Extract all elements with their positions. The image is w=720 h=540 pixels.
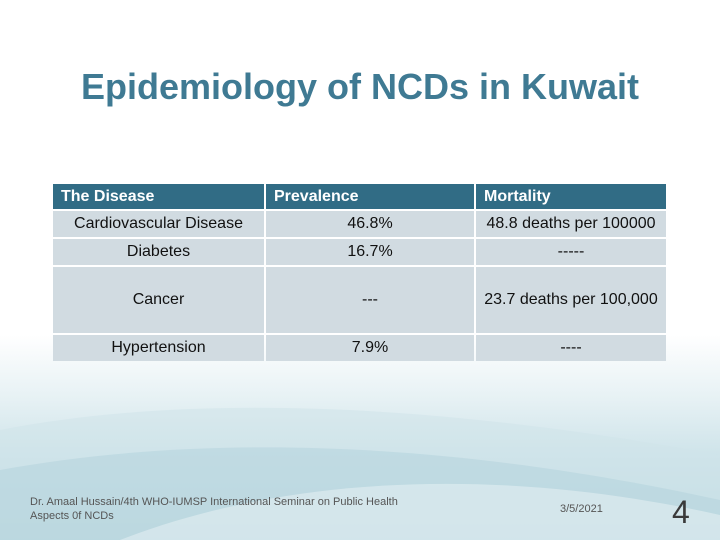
cell-disease: Hypertension	[53, 335, 264, 361]
cell-mortality: -----	[476, 239, 666, 265]
ncd-table: The Disease Prevalence Mortality Cardiov…	[51, 182, 668, 363]
footer-credit: Dr. Amaal Hussain/4th WHO-IUMSP Internat…	[30, 496, 398, 522]
slide-title: Epidemiology of NCDs in Kuwait	[80, 66, 640, 107]
cell-disease: Cardiovascular Disease	[53, 211, 264, 237]
table-header-row: The Disease Prevalence Mortality	[53, 184, 666, 209]
header-disease: The Disease	[53, 184, 264, 209]
cell-prevalence: 7.9%	[266, 335, 474, 361]
page-number: 4	[672, 494, 690, 530]
table-row: Hypertension 7.9% ----	[53, 335, 666, 361]
cell-prevalence: 46.8%	[266, 211, 474, 237]
footer-date: 3/5/2021	[560, 503, 603, 515]
cell-prevalence: 16.7%	[266, 239, 474, 265]
header-prevalence: Prevalence	[266, 184, 474, 209]
table-row: Cancer --- 23.7 deaths per 100,000	[53, 267, 666, 333]
cell-mortality: 23.7 deaths per 100,000	[476, 267, 666, 333]
cell-mortality: 48.8 deaths per 100000	[476, 211, 666, 237]
cell-disease: Diabetes	[53, 239, 264, 265]
table-row: Cardiovascular Disease 46.8% 48.8 deaths…	[53, 211, 666, 237]
cell-disease: Cancer	[53, 267, 264, 333]
cell-mortality: ----	[476, 335, 666, 361]
table-row: Diabetes 16.7% -----	[53, 239, 666, 265]
header-mortality: Mortality	[476, 184, 666, 209]
cell-prevalence: ---	[266, 267, 474, 333]
